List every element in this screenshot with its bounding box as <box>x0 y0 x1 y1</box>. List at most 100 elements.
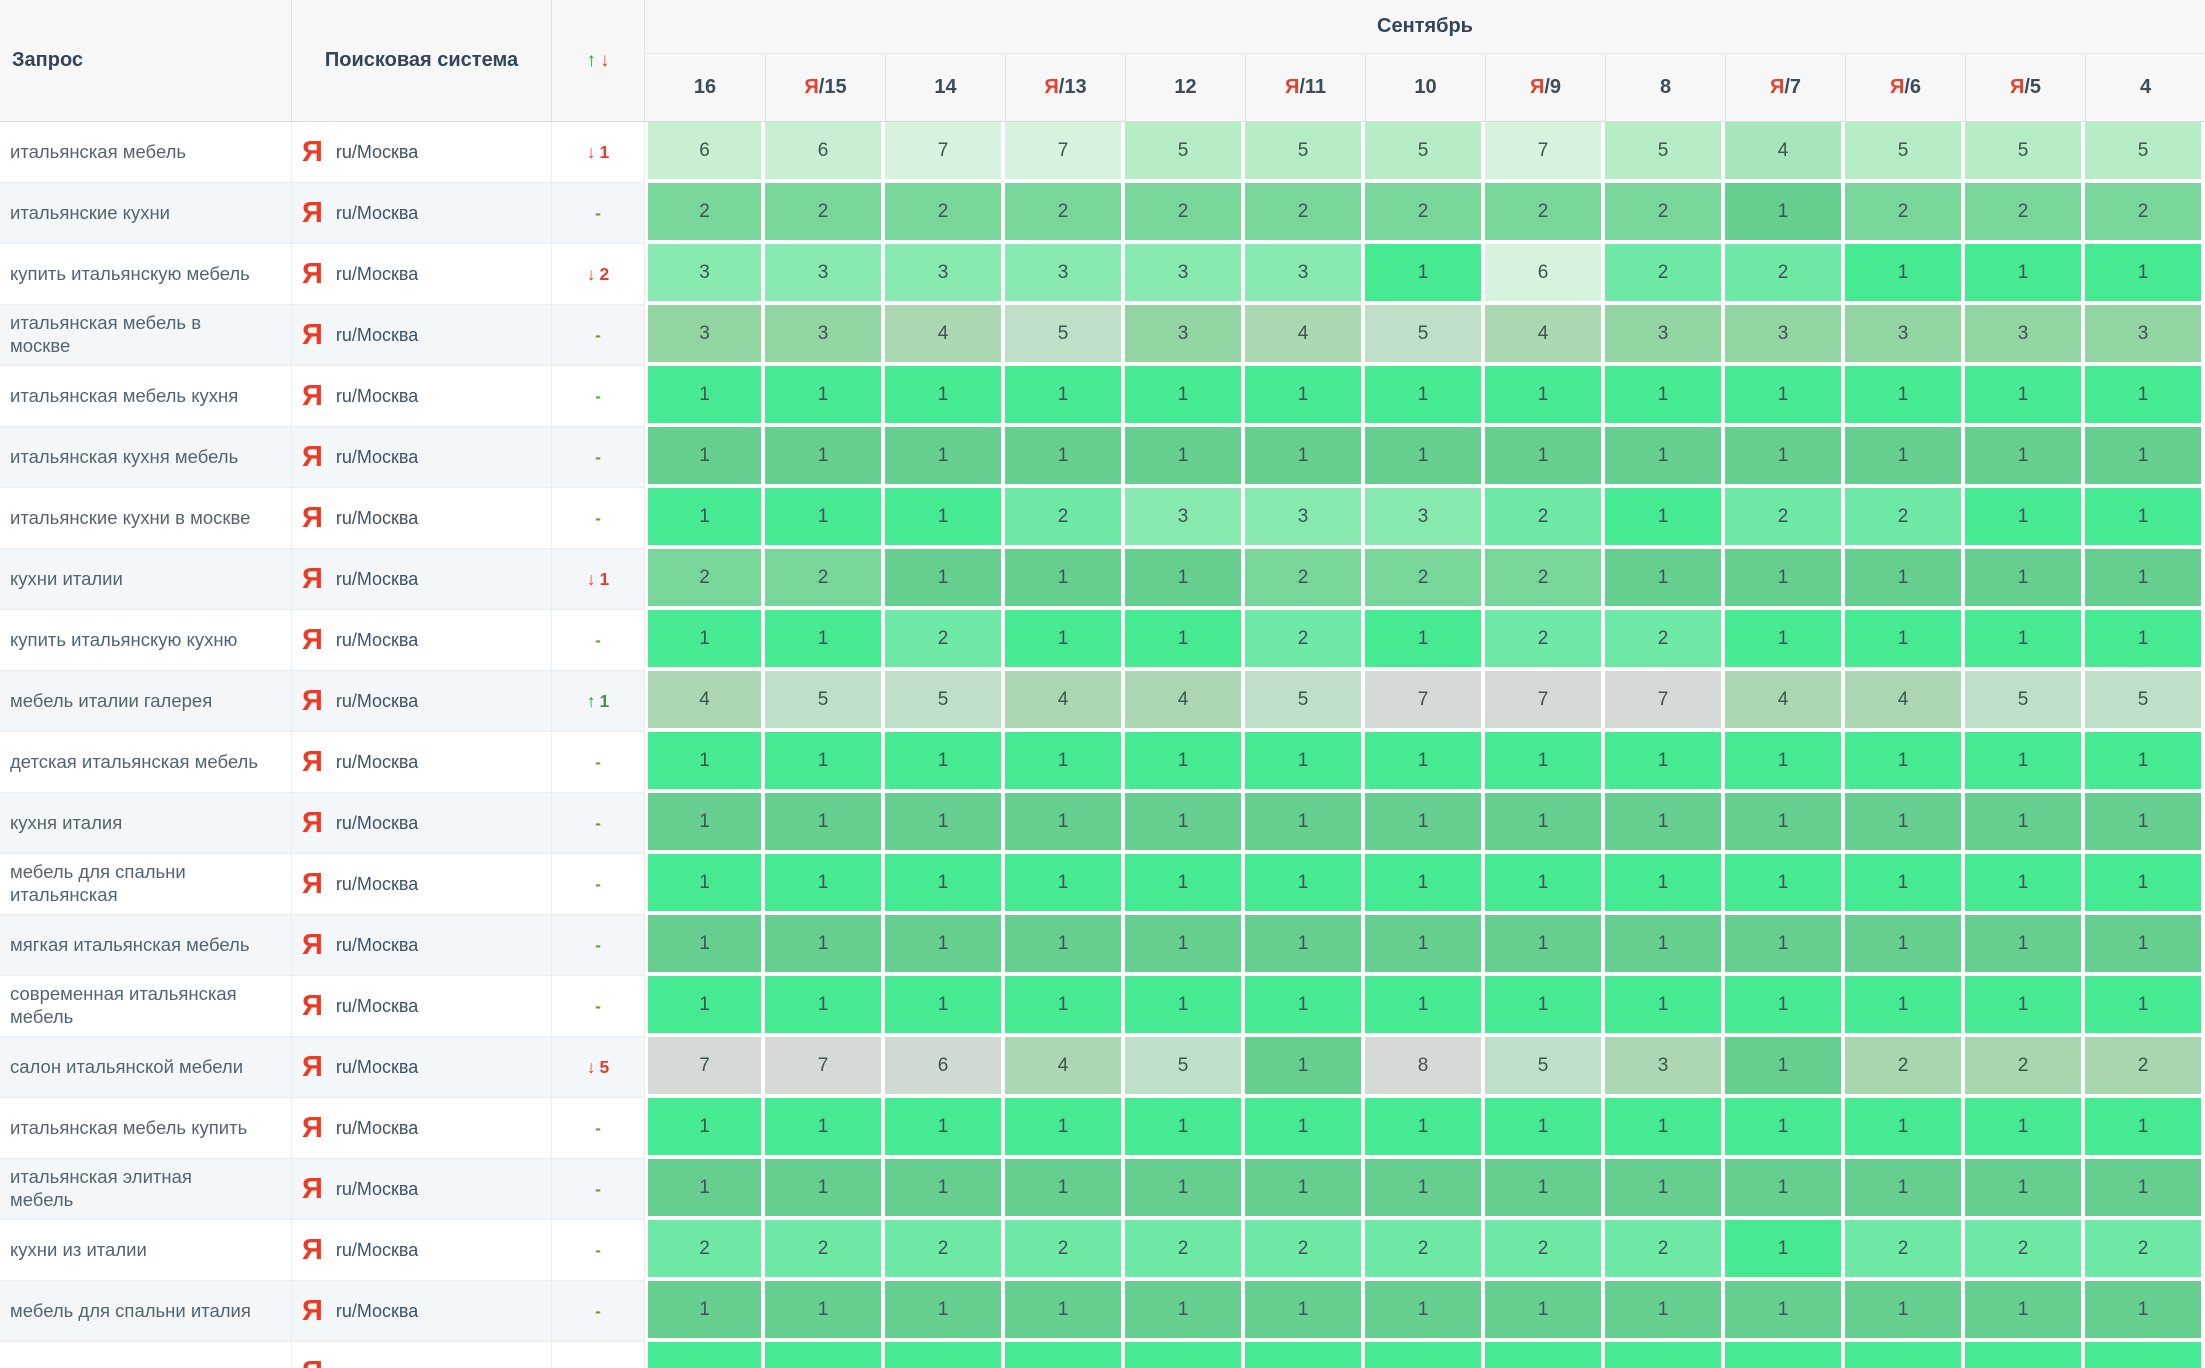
position-cell[interactable]: 1 <box>1845 1159 1965 1220</box>
position-cell[interactable]: 4 <box>1005 671 1125 732</box>
position-cell[interactable]: 1 <box>2085 915 2205 976</box>
date-column-header[interactable]: Я/15 <box>765 54 885 121</box>
position-cell[interactable]: 2 <box>1245 610 1365 671</box>
position-cell[interactable]: 1 <box>1005 915 1125 976</box>
position-cell[interactable]: 2 <box>1965 183 2085 244</box>
position-cell[interactable]: 2 <box>1005 183 1125 244</box>
position-cell[interactable]: 4 <box>1845 671 1965 732</box>
position-cell[interactable]: 1 <box>1605 793 1725 854</box>
position-cell[interactable]: 1 <box>2085 427 2205 488</box>
position-cell[interactable]: 1 <box>1485 427 1605 488</box>
query-cell[interactable]: мебель италии галерея <box>0 671 292 732</box>
position-cell[interactable]: 1 <box>1365 976 1485 1037</box>
position-cell[interactable]: 1 <box>1245 427 1365 488</box>
position-cell[interactable]: 1 <box>885 915 1005 976</box>
position-cell[interactable]: 1 <box>1245 1098 1365 1159</box>
position-cell[interactable]: 2 <box>2085 183 2205 244</box>
position-cell[interactable]: 2 <box>765 549 885 610</box>
position-cell[interactable] <box>645 1342 765 1368</box>
position-cell[interactable]: 1 <box>1485 1098 1605 1159</box>
query-cell[interactable]: мебель для спальни италия <box>0 1281 292 1342</box>
position-cell[interactable]: 1 <box>1725 183 1845 244</box>
position-cell[interactable]: 5 <box>765 671 885 732</box>
position-cell[interactable]: 1 <box>885 976 1005 1037</box>
query-cell[interactable]: детская итальянская мебель <box>0 732 292 793</box>
position-cell[interactable]: 4 <box>1005 1037 1125 1098</box>
position-cell[interactable]: 1 <box>2085 1281 2205 1342</box>
query-cell[interactable]: кухни италии <box>0 549 292 610</box>
position-cell[interactable]: 5 <box>2085 122 2205 183</box>
query-cell[interactable]: мягкая итальянская мебель <box>0 915 292 976</box>
position-cell[interactable]: 1 <box>1605 1281 1725 1342</box>
position-cell[interactable]: 4 <box>1725 671 1845 732</box>
position-cell[interactable]: 1 <box>1485 854 1605 915</box>
position-cell[interactable]: 6 <box>645 122 765 183</box>
position-cell[interactable]: 1 <box>645 793 765 854</box>
position-cell[interactable]: 6 <box>1485 244 1605 305</box>
position-cell[interactable]: 1 <box>1725 793 1845 854</box>
position-cell[interactable]: 1 <box>1965 915 2085 976</box>
position-cell[interactable]: 2 <box>765 183 885 244</box>
query-cell[interactable]: салон итальянской мебели <box>0 1037 292 1098</box>
position-cell[interactable]: 1 <box>1605 427 1725 488</box>
position-cell[interactable]: 1 <box>1485 1281 1605 1342</box>
engine-column-header[interactable]: Поисковая система <box>292 0 552 121</box>
position-cell[interactable]: 3 <box>1845 305 1965 366</box>
position-cell[interactable]: 1 <box>1125 610 1245 671</box>
position-cell[interactable]: 1 <box>2085 1159 2205 1220</box>
position-cell[interactable]: 1 <box>1965 244 2085 305</box>
position-cell[interactable]: 2 <box>1845 1037 1965 1098</box>
position-cell[interactable]: 1 <box>765 793 885 854</box>
position-cell[interactable]: 1 <box>1365 244 1485 305</box>
position-cell[interactable]: 1 <box>1605 1159 1725 1220</box>
position-cell[interactable]: 2 <box>1485 183 1605 244</box>
position-cell[interactable] <box>1605 1342 1725 1368</box>
position-cell[interactable]: 1 <box>1605 488 1725 549</box>
position-cell[interactable]: 1 <box>1245 732 1365 793</box>
position-cell[interactable]: 1 <box>1365 732 1485 793</box>
position-cell[interactable]: 1 <box>1365 793 1485 854</box>
position-cell[interactable]: 1 <box>645 976 765 1037</box>
position-cell[interactable]: 2 <box>1845 183 1965 244</box>
position-cell[interactable]: 1 <box>1245 915 1365 976</box>
position-cell[interactable]: 1 <box>1005 366 1125 427</box>
position-cell[interactable]: 1 <box>1965 549 2085 610</box>
position-cell[interactable]: 1 <box>2085 732 2205 793</box>
position-cell[interactable]: 2 <box>1245 1220 1365 1281</box>
query-cell[interactable]: итальянская мебель в москве <box>0 305 292 366</box>
position-cell[interactable]: 6 <box>765 122 885 183</box>
position-cell[interactable]: 1 <box>1725 1037 1845 1098</box>
position-cell[interactable]: 2 <box>1485 610 1605 671</box>
position-cell[interactable]: 1 <box>2085 1098 2205 1159</box>
position-cell[interactable]: 2 <box>1365 549 1485 610</box>
position-cell[interactable]: 1 <box>1485 366 1605 427</box>
position-cell[interactable]: 4 <box>1245 305 1365 366</box>
position-cell[interactable]: 3 <box>1125 305 1245 366</box>
position-cell[interactable]: 5 <box>1605 122 1725 183</box>
position-cell[interactable]: 1 <box>1845 1098 1965 1159</box>
position-cell[interactable]: 3 <box>1725 305 1845 366</box>
position-cell[interactable]: 1 <box>1725 1220 1845 1281</box>
query-column-header[interactable]: Запрос <box>0 0 292 121</box>
position-cell[interactable]: 1 <box>1245 1037 1365 1098</box>
position-cell[interactable]: 7 <box>1005 122 1125 183</box>
position-cell[interactable]: 1 <box>1245 1159 1365 1220</box>
position-cell[interactable]: 1 <box>885 854 1005 915</box>
position-cell[interactable]: 2 <box>1245 549 1365 610</box>
date-column-header[interactable]: 16 <box>693 76 717 99</box>
position-cell[interactable]: 1 <box>765 1159 885 1220</box>
position-cell[interactable]: 1 <box>2085 549 2205 610</box>
position-cell[interactable]: 2 <box>1005 1220 1125 1281</box>
position-cell[interactable]: 3 <box>645 244 765 305</box>
position-cell[interactable]: 2 <box>885 183 1005 244</box>
position-cell[interactable]: 1 <box>1125 976 1245 1037</box>
position-cell[interactable]: 1 <box>1005 549 1125 610</box>
query-cell[interactable]: итальянские кухни в москве <box>0 488 292 549</box>
position-cell[interactable]: 2 <box>1485 549 1605 610</box>
position-cell[interactable]: 1 <box>2085 793 2205 854</box>
position-cell[interactable]: 1 <box>2085 366 2205 427</box>
position-cell[interactable]: 2 <box>1605 1220 1725 1281</box>
position-cell[interactable]: 1 <box>1485 976 1605 1037</box>
position-cell[interactable]: 3 <box>1605 305 1725 366</box>
position-cell[interactable]: 7 <box>1365 671 1485 732</box>
